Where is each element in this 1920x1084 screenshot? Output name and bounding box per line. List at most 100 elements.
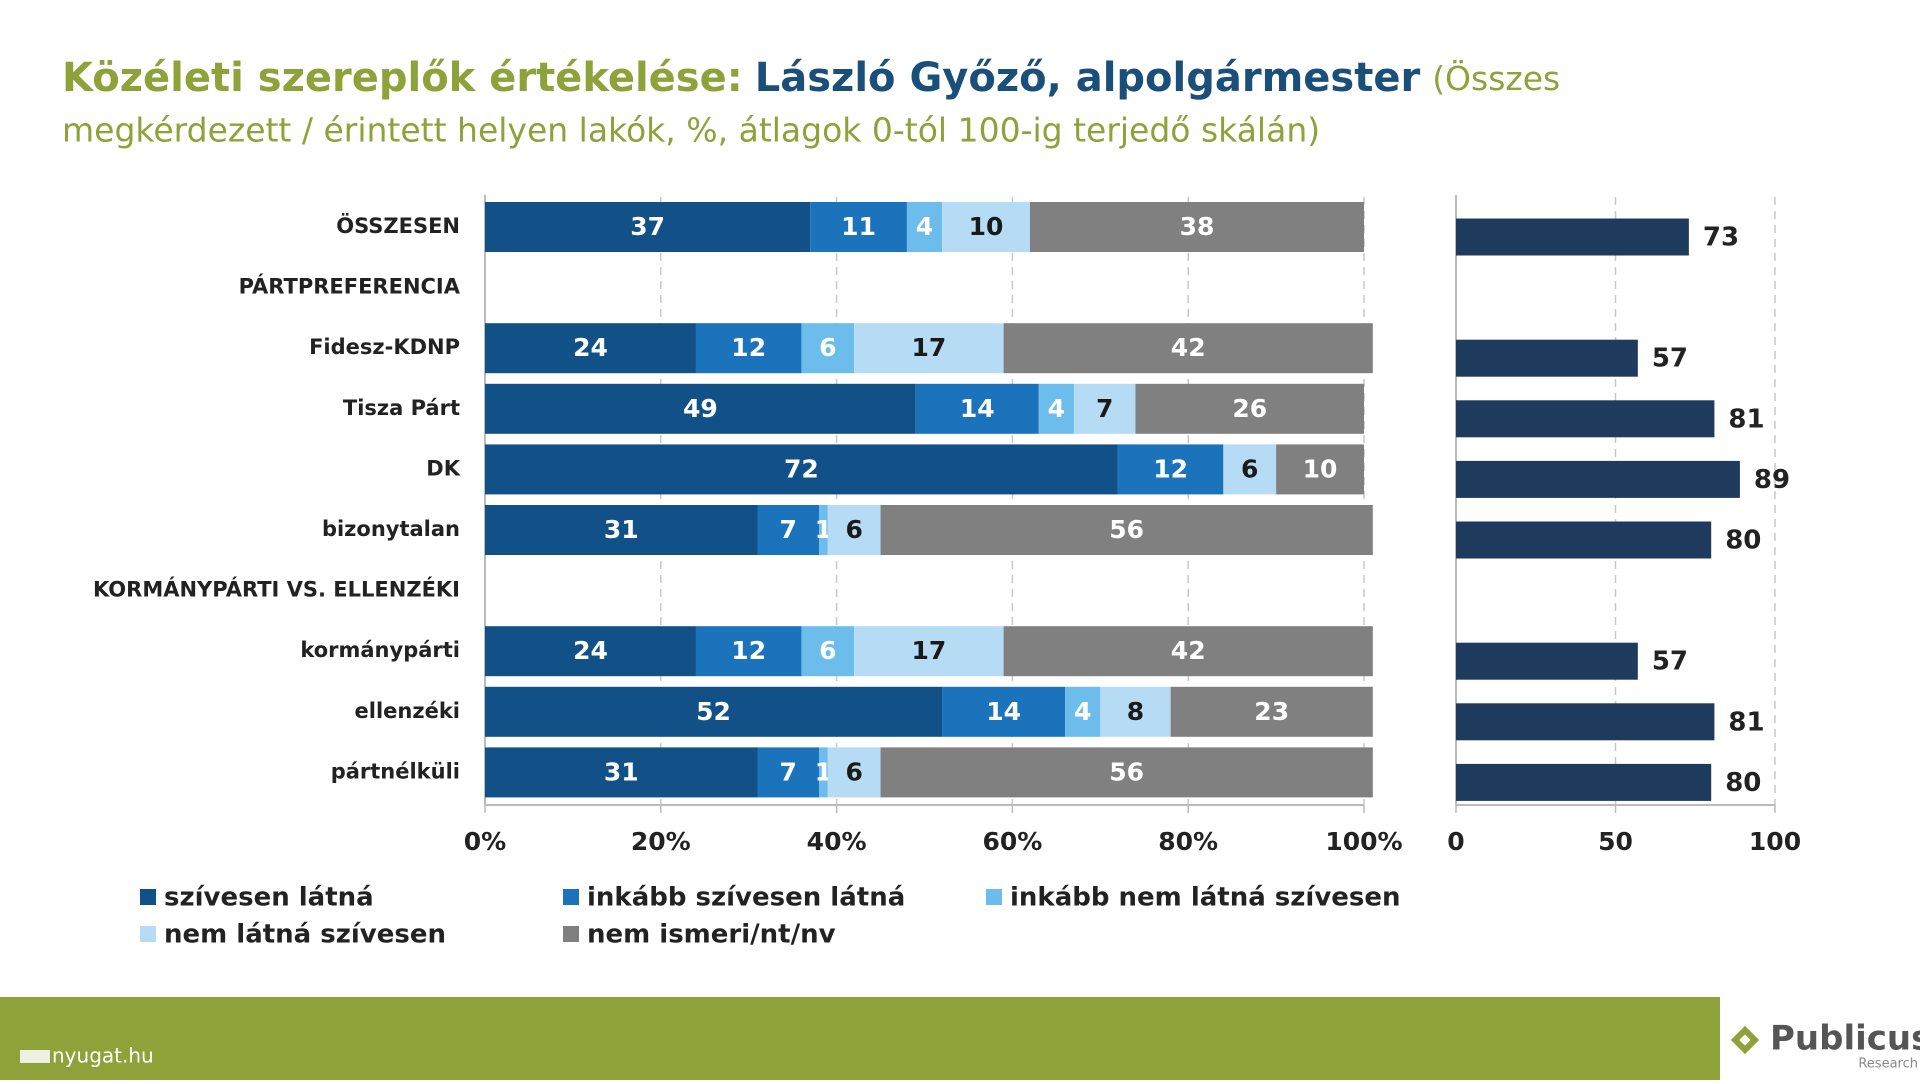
value-label: 24 [573, 636, 608, 665]
bar-segment [1223, 444, 1277, 495]
value-label: 11 [841, 212, 876, 241]
bar-segment [1065, 686, 1101, 737]
value-label: 17 [911, 333, 946, 362]
value-label: 81 [1728, 404, 1764, 434]
value-label: 89 [1754, 465, 1790, 495]
value-label: 49 [683, 394, 718, 423]
bar-segment [1276, 444, 1364, 495]
bar [1456, 460, 1740, 498]
bar-segment [1170, 686, 1373, 737]
category-label: DK [426, 456, 460, 480]
brand: Publicus [1770, 1019, 1920, 1059]
bar-segment [819, 747, 828, 798]
bar-segment [1117, 444, 1224, 495]
legend-swatch [986, 889, 1002, 905]
value-label: 10 [1303, 454, 1338, 483]
legend-swatch [563, 889, 579, 905]
title-lead: Közéleti szereplők értékelése: [62, 55, 743, 101]
bar [1456, 763, 1712, 801]
value-label: 81 [1728, 707, 1764, 737]
value-label: 38 [1180, 212, 1215, 241]
bar-segment [1100, 686, 1171, 737]
bar-segment [880, 505, 1373, 555]
bar [1456, 642, 1638, 680]
value-label: 72 [784, 454, 819, 483]
x-tick-label: 100 [1749, 827, 1801, 856]
bar-segment [827, 505, 881, 555]
logo-mark [1730, 1025, 1760, 1055]
category-label: Tisza Párt [343, 396, 460, 420]
category-label: Fidesz-KDNP [309, 335, 460, 359]
value-label: 73 [1703, 223, 1739, 253]
bar-segment [485, 323, 696, 374]
bar [1456, 218, 1689, 256]
bar-segment [1038, 383, 1074, 434]
bar-segment [854, 626, 1004, 677]
bar-segment [485, 505, 758, 555]
value-label: 6 [845, 757, 862, 786]
value-label: 8 [1127, 697, 1144, 726]
bar-segment [695, 323, 802, 374]
bar-segment [880, 747, 1373, 798]
bar-segment [810, 202, 907, 252]
x-tick-label: 60% [982, 827, 1042, 856]
category-label: kormánypárti [300, 638, 460, 662]
value-label: 80 [1725, 768, 1761, 798]
legend-swatch [140, 889, 156, 905]
bar-segment [485, 747, 758, 798]
subtitle: megkérdezett / érintett helyen lakók, %,… [62, 111, 1320, 150]
category-label: bizonytalan [322, 517, 460, 541]
source: nyugat.hu [52, 1044, 154, 1068]
value-label: 31 [604, 515, 639, 544]
bar-segment [801, 626, 855, 677]
value-label: 4 [1048, 394, 1065, 423]
value-label: 23 [1254, 697, 1289, 726]
value-label: 7 [780, 757, 797, 786]
value-label: 6 [819, 333, 836, 362]
value-label: 56 [1109, 757, 1144, 786]
legend-label: inkább nem látná szívesen [1010, 883, 1401, 913]
bar-segment [1135, 383, 1364, 434]
value-label: 12 [1153, 454, 1188, 483]
value-label: 17 [911, 636, 946, 665]
category-label: KORMÁNYPÁRTI VS. ELLENZÉKI [93, 577, 460, 602]
x-tick-label: 0% [464, 827, 506, 856]
bar-segment [906, 202, 943, 252]
value-label: 14 [986, 697, 1021, 726]
bar-segment [801, 323, 855, 374]
value-label: 6 [1241, 454, 1258, 483]
value-label: 4 [916, 212, 933, 241]
legend-label: inkább szívesen látná [587, 883, 905, 913]
x-tick-label: 20% [631, 827, 691, 856]
value-label: 52 [696, 697, 731, 726]
x-tick-label: 100% [1325, 827, 1402, 856]
bar-segment [915, 383, 1039, 434]
category-label: PÁRTPREFERENCIA [239, 274, 461, 299]
value-label: 26 [1232, 394, 1267, 423]
bar-segment [827, 747, 881, 798]
bar-segment [485, 202, 811, 252]
value-label: 6 [845, 515, 862, 544]
x-tick-label: 80% [1158, 827, 1218, 856]
bar-segment [819, 505, 828, 555]
value-label: 24 [573, 333, 608, 362]
value-label: 42 [1171, 636, 1206, 665]
value-label: 10 [969, 212, 1004, 241]
bar-segment [485, 686, 943, 737]
bar [1456, 703, 1715, 741]
value-label: 1 [815, 515, 832, 544]
value-label: 80 [1725, 526, 1761, 556]
bar-segment [854, 323, 1004, 374]
x-tick-label: 50 [1598, 827, 1633, 856]
bar [1456, 339, 1638, 377]
legend-swatch [563, 926, 579, 942]
legend-swatch [140, 926, 156, 942]
value-label: 7 [780, 515, 797, 544]
value-label: 12 [731, 333, 766, 362]
legend-label: nem ismeri/nt/nv [587, 920, 836, 950]
value-label: 1 [815, 757, 832, 786]
title-name: László Győző, alpolgármester [755, 55, 1421, 101]
value-label: 6 [819, 636, 836, 665]
legend-label: nem látná szívesen [164, 920, 446, 950]
